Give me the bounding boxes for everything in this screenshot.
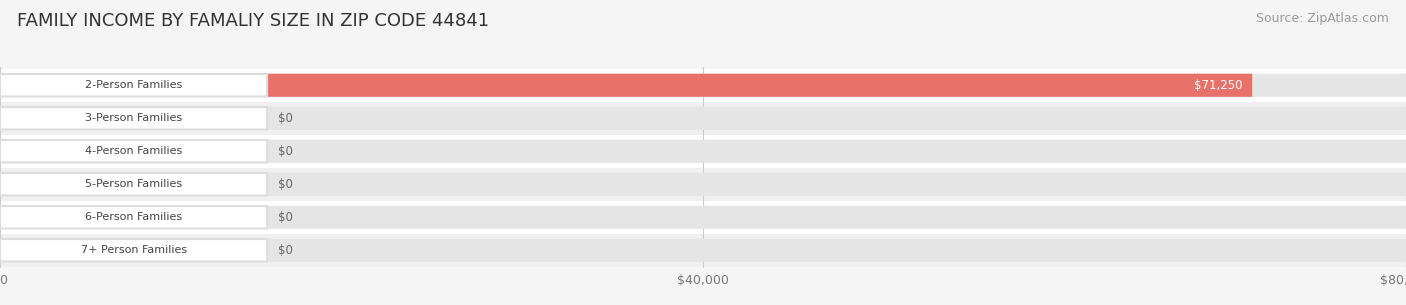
Bar: [0, 102, 1406, 135]
Text: 3-Person Families: 3-Person Families: [84, 113, 183, 123]
FancyBboxPatch shape: [0, 173, 1406, 196]
Bar: [0, 69, 1406, 102]
Text: 2-Person Families: 2-Person Families: [84, 80, 183, 90]
Text: 6-Person Families: 6-Person Families: [84, 212, 183, 222]
Bar: [0, 135, 1406, 168]
FancyBboxPatch shape: [0, 74, 1406, 97]
FancyBboxPatch shape: [0, 173, 267, 196]
FancyBboxPatch shape: [0, 206, 1406, 229]
FancyBboxPatch shape: [0, 74, 267, 96]
FancyBboxPatch shape: [0, 140, 267, 163]
Text: $71,250: $71,250: [1194, 79, 1243, 92]
Text: FAMILY INCOME BY FAMALIY SIZE IN ZIP CODE 44841: FAMILY INCOME BY FAMALIY SIZE IN ZIP COD…: [17, 12, 489, 30]
Text: 7+ Person Families: 7+ Person Families: [80, 245, 187, 255]
FancyBboxPatch shape: [0, 74, 1253, 97]
Text: $0: $0: [278, 211, 294, 224]
FancyBboxPatch shape: [0, 140, 1406, 163]
FancyBboxPatch shape: [0, 239, 1406, 262]
Bar: [0, 234, 1406, 267]
FancyBboxPatch shape: [0, 107, 1406, 130]
Text: 5-Person Families: 5-Person Families: [84, 179, 183, 189]
Text: $0: $0: [278, 244, 294, 257]
Text: 4-Person Families: 4-Person Families: [84, 146, 183, 156]
Text: $0: $0: [278, 145, 294, 158]
Bar: [0, 201, 1406, 234]
Text: Source: ZipAtlas.com: Source: ZipAtlas.com: [1256, 12, 1389, 25]
FancyBboxPatch shape: [0, 239, 267, 261]
Text: $0: $0: [278, 112, 294, 125]
FancyBboxPatch shape: [0, 206, 267, 228]
Text: $0: $0: [278, 178, 294, 191]
Bar: [0, 168, 1406, 201]
FancyBboxPatch shape: [0, 107, 267, 129]
